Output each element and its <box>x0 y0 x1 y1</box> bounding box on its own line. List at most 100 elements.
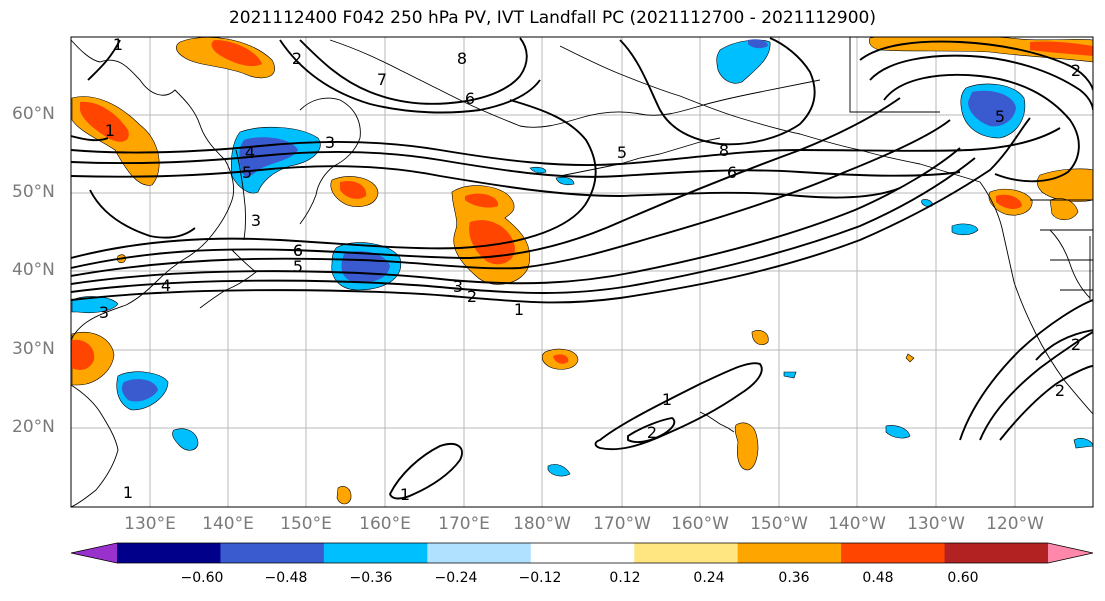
contour-line <box>71 150 961 178</box>
coastlines <box>71 37 1093 507</box>
pv-anomaly-pos <box>996 194 1022 209</box>
pv-anomaly-pos <box>1030 41 1093 56</box>
coast-asia-2 <box>71 384 119 507</box>
contour-line <box>619 37 816 146</box>
contour-line <box>71 119 951 277</box>
lon-label: 150°W <box>750 514 808 534</box>
contour-label: 4 <box>245 143 255 162</box>
lon-label: 130°E <box>124 514 176 534</box>
plot-title: 2021112400 F042 250 hPa PV, IVT Landfall… <box>228 8 876 28</box>
pv-anomaly-neg <box>547 464 571 477</box>
contour-line <box>999 365 1093 441</box>
lon-label: 180°W <box>513 514 571 534</box>
colorbar-segment <box>323 543 428 563</box>
contour-label: 7 <box>377 70 387 89</box>
contour-label: 3 <box>251 211 261 230</box>
colorbar-tick-label: −0.48 <box>264 570 308 586</box>
contour-label: 8 <box>719 141 729 160</box>
pv-anomaly-pos <box>905 353 915 363</box>
pv-anomaly-pos <box>1049 198 1079 221</box>
contour-label: 6 <box>465 89 475 108</box>
colorbar-segment <box>944 543 1049 563</box>
contour-line <box>869 54 1093 111</box>
contour-line <box>279 39 541 114</box>
lat-label: 30°N <box>12 339 55 359</box>
lon-label: 170°E <box>438 514 490 534</box>
pv-anomaly-neg <box>1073 438 1093 449</box>
contour-line <box>87 39 121 81</box>
colorbar-segment <box>841 543 946 563</box>
contour-label: 1 <box>514 300 524 319</box>
pv-anomaly-neg <box>555 176 575 186</box>
colorbar-segment <box>117 543 221 563</box>
lat-label: 50°N <box>12 182 55 202</box>
pv-anomaly-pos <box>553 354 569 364</box>
pv-anomaly-pos <box>340 180 367 199</box>
pv-positive-anomalies <box>71 37 1093 505</box>
contour-label: 3 <box>99 303 109 322</box>
contour-label: 1 <box>400 485 410 504</box>
pv-anomaly-pos <box>80 101 129 142</box>
contour-line <box>594 362 763 451</box>
pv-anomaly-neg <box>529 166 547 174</box>
contour-line <box>71 135 109 142</box>
contour-line <box>883 73 1080 183</box>
ivt-contours <box>71 37 1093 500</box>
pv-anomaly-pos <box>751 330 769 345</box>
contour-label: 2 <box>647 423 657 442</box>
pv-anomaly-neg <box>951 223 979 236</box>
colorbar-tick-label: 0.60 <box>947 570 979 586</box>
lon-label: 140°E <box>202 514 254 534</box>
contour-label: 6 <box>293 241 303 260</box>
pv-anomaly-pos <box>211 40 262 67</box>
contour-label: 3 <box>325 133 335 152</box>
contour-label: 2 <box>1071 335 1081 354</box>
aleutians <box>559 137 721 177</box>
colorbar-tick-label: −0.24 <box>434 570 478 586</box>
contour-label: 1 <box>113 35 123 54</box>
colorbar-segment <box>220 543 325 563</box>
contour-label: 6 <box>727 163 737 182</box>
lon-label: 130°W <box>907 514 965 534</box>
contour-label: 2 <box>467 287 477 306</box>
coast-kamchatka <box>299 97 361 225</box>
contour-label: 2 <box>1071 61 1081 80</box>
colorbar-tick-label: −0.12 <box>518 570 562 586</box>
contour-line <box>71 117 1031 304</box>
contour-line <box>71 157 976 294</box>
contour-labels: 1 2 8 7 6 3 4 5 6 5 8 6 5 2 1 6 5 4 3 3 … <box>99 35 1081 504</box>
coast-bc-box <box>849 37 940 113</box>
coast-japan <box>199 249 257 309</box>
colorbar-tick-label: 0.24 <box>693 570 725 586</box>
contour-label: 6 <box>293 241 303 260</box>
colorbar-tick-label: 0.36 <box>778 570 810 586</box>
colorbar-tick-label: 0.48 <box>862 570 894 586</box>
coast-siberia <box>329 39 821 128</box>
contour-line <box>71 99 597 259</box>
contour-label: 1 <box>662 390 672 409</box>
contour-line <box>71 147 961 285</box>
colorbar-tick-label: −0.60 <box>180 570 224 586</box>
lon-label: 170°W <box>593 514 651 534</box>
contour-label: 5 <box>293 257 303 276</box>
contour-label: 5 <box>995 107 1005 126</box>
colorbar-segment <box>427 543 532 563</box>
contour-line <box>299 37 528 105</box>
contour-label: 1 <box>123 483 133 502</box>
pv-anomaly-pos <box>336 486 352 505</box>
contour-line <box>627 417 676 444</box>
lat-label: 60°N <box>12 104 55 124</box>
contour-label: 1 <box>105 121 115 140</box>
colorbar-tick-label: −0.36 <box>349 570 393 586</box>
contour-label: 8 <box>457 49 467 68</box>
pv-anomaly-neg <box>748 39 768 49</box>
contour-label: 2 <box>292 49 302 68</box>
contour-label: 3 <box>453 277 463 296</box>
coast-sakhalin <box>235 149 246 241</box>
pv-anomaly-pos <box>469 220 515 265</box>
contour-line <box>388 443 463 500</box>
colorbar-extension-low <box>71 543 117 563</box>
coast-na-west <box>979 181 1093 415</box>
contour-line <box>1035 329 1093 361</box>
